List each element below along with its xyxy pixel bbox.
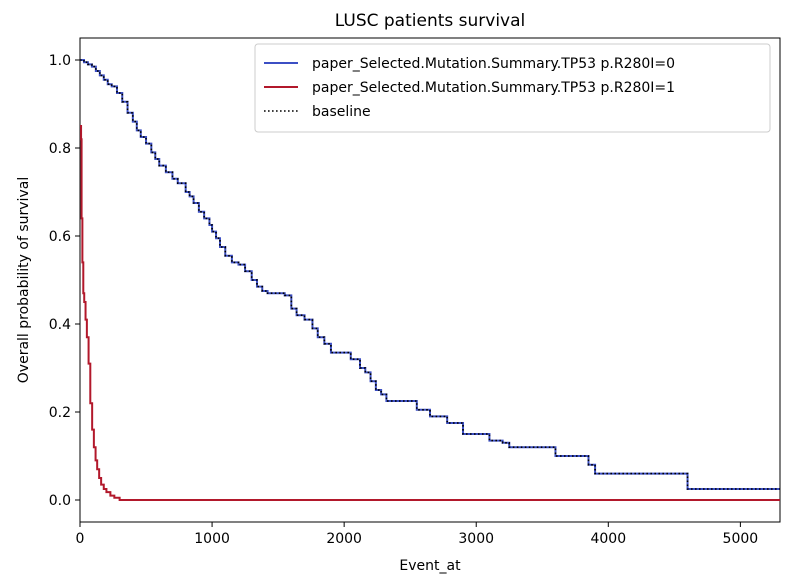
plot-area: [79, 37, 781, 523]
y-tick-label: 0.8: [49, 141, 71, 157]
y-tick-label: 0.6: [49, 229, 71, 245]
y-tick-label: 0.0: [49, 493, 71, 509]
x-tick-label: 0: [76, 531, 85, 547]
y-tick-label: 0.4: [49, 317, 71, 333]
x-tick-label: 3000: [458, 531, 494, 547]
x-tick-label: 2000: [326, 531, 362, 547]
plot-frame: [79, 37, 781, 523]
series-line-paper-selected-mutation-summary-tp53-p-r280i-1: [80, 125, 780, 501]
legend-label: paper_Selected.Mutation.Summary.TP53 p.R…: [312, 56, 675, 72]
x-axis: 0 1000 2000 3000 4000 5000: [76, 522, 759, 547]
x-axis-label: Event_at: [399, 558, 461, 574]
legend: paper_Selected.Mutation.Summary.TP53 p.R…: [254, 43, 771, 133]
x-tick-label: 5000: [723, 531, 759, 547]
series-line-paper-selected-mutation-summary-tp53-p-r280i-0: [80, 59, 780, 490]
legend-box: [254, 43, 771, 133]
y-tick-label: 1.0: [49, 53, 71, 69]
x-tick-label: 1000: [194, 531, 230, 547]
x-tick-label: 4000: [590, 531, 626, 547]
y-tick-label: 0.2: [49, 405, 71, 421]
legend-label: baseline: [312, 104, 371, 120]
y-axis: 0.0 0.2 0.4 0.6 0.8 1.0: [49, 53, 80, 509]
chart-title: LUSC patients survival: [335, 11, 526, 31]
series-layer: [80, 59, 780, 501]
y-axis-label: Overall probability of survival: [16, 177, 32, 383]
legend-entries: paper_Selected.Mutation.Summary.TP53 p.R…: [264, 56, 675, 120]
legend-label: paper_Selected.Mutation.Summary.TP53 p.R…: [312, 80, 675, 96]
